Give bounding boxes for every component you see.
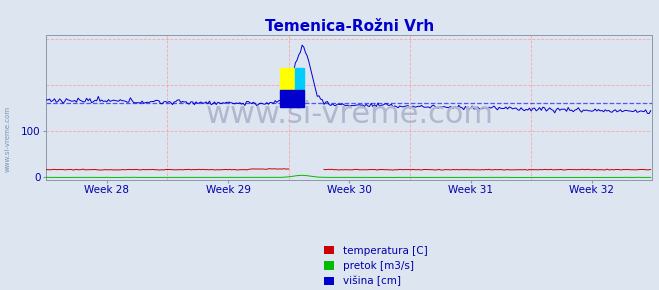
- Bar: [295, 68, 304, 90]
- Legend: temperatura [C], pretok [m3/s], višina [cm]: temperatura [C], pretok [m3/s], višina […: [320, 242, 432, 290]
- Bar: [279, 90, 304, 107]
- Text: www.si-vreme.com: www.si-vreme.com: [205, 100, 494, 129]
- Text: www.si-vreme.com: www.si-vreme.com: [5, 106, 11, 172]
- Title: Temenica-Rožni Vrh: Temenica-Rožni Vrh: [265, 19, 434, 34]
- Bar: [279, 68, 295, 90]
